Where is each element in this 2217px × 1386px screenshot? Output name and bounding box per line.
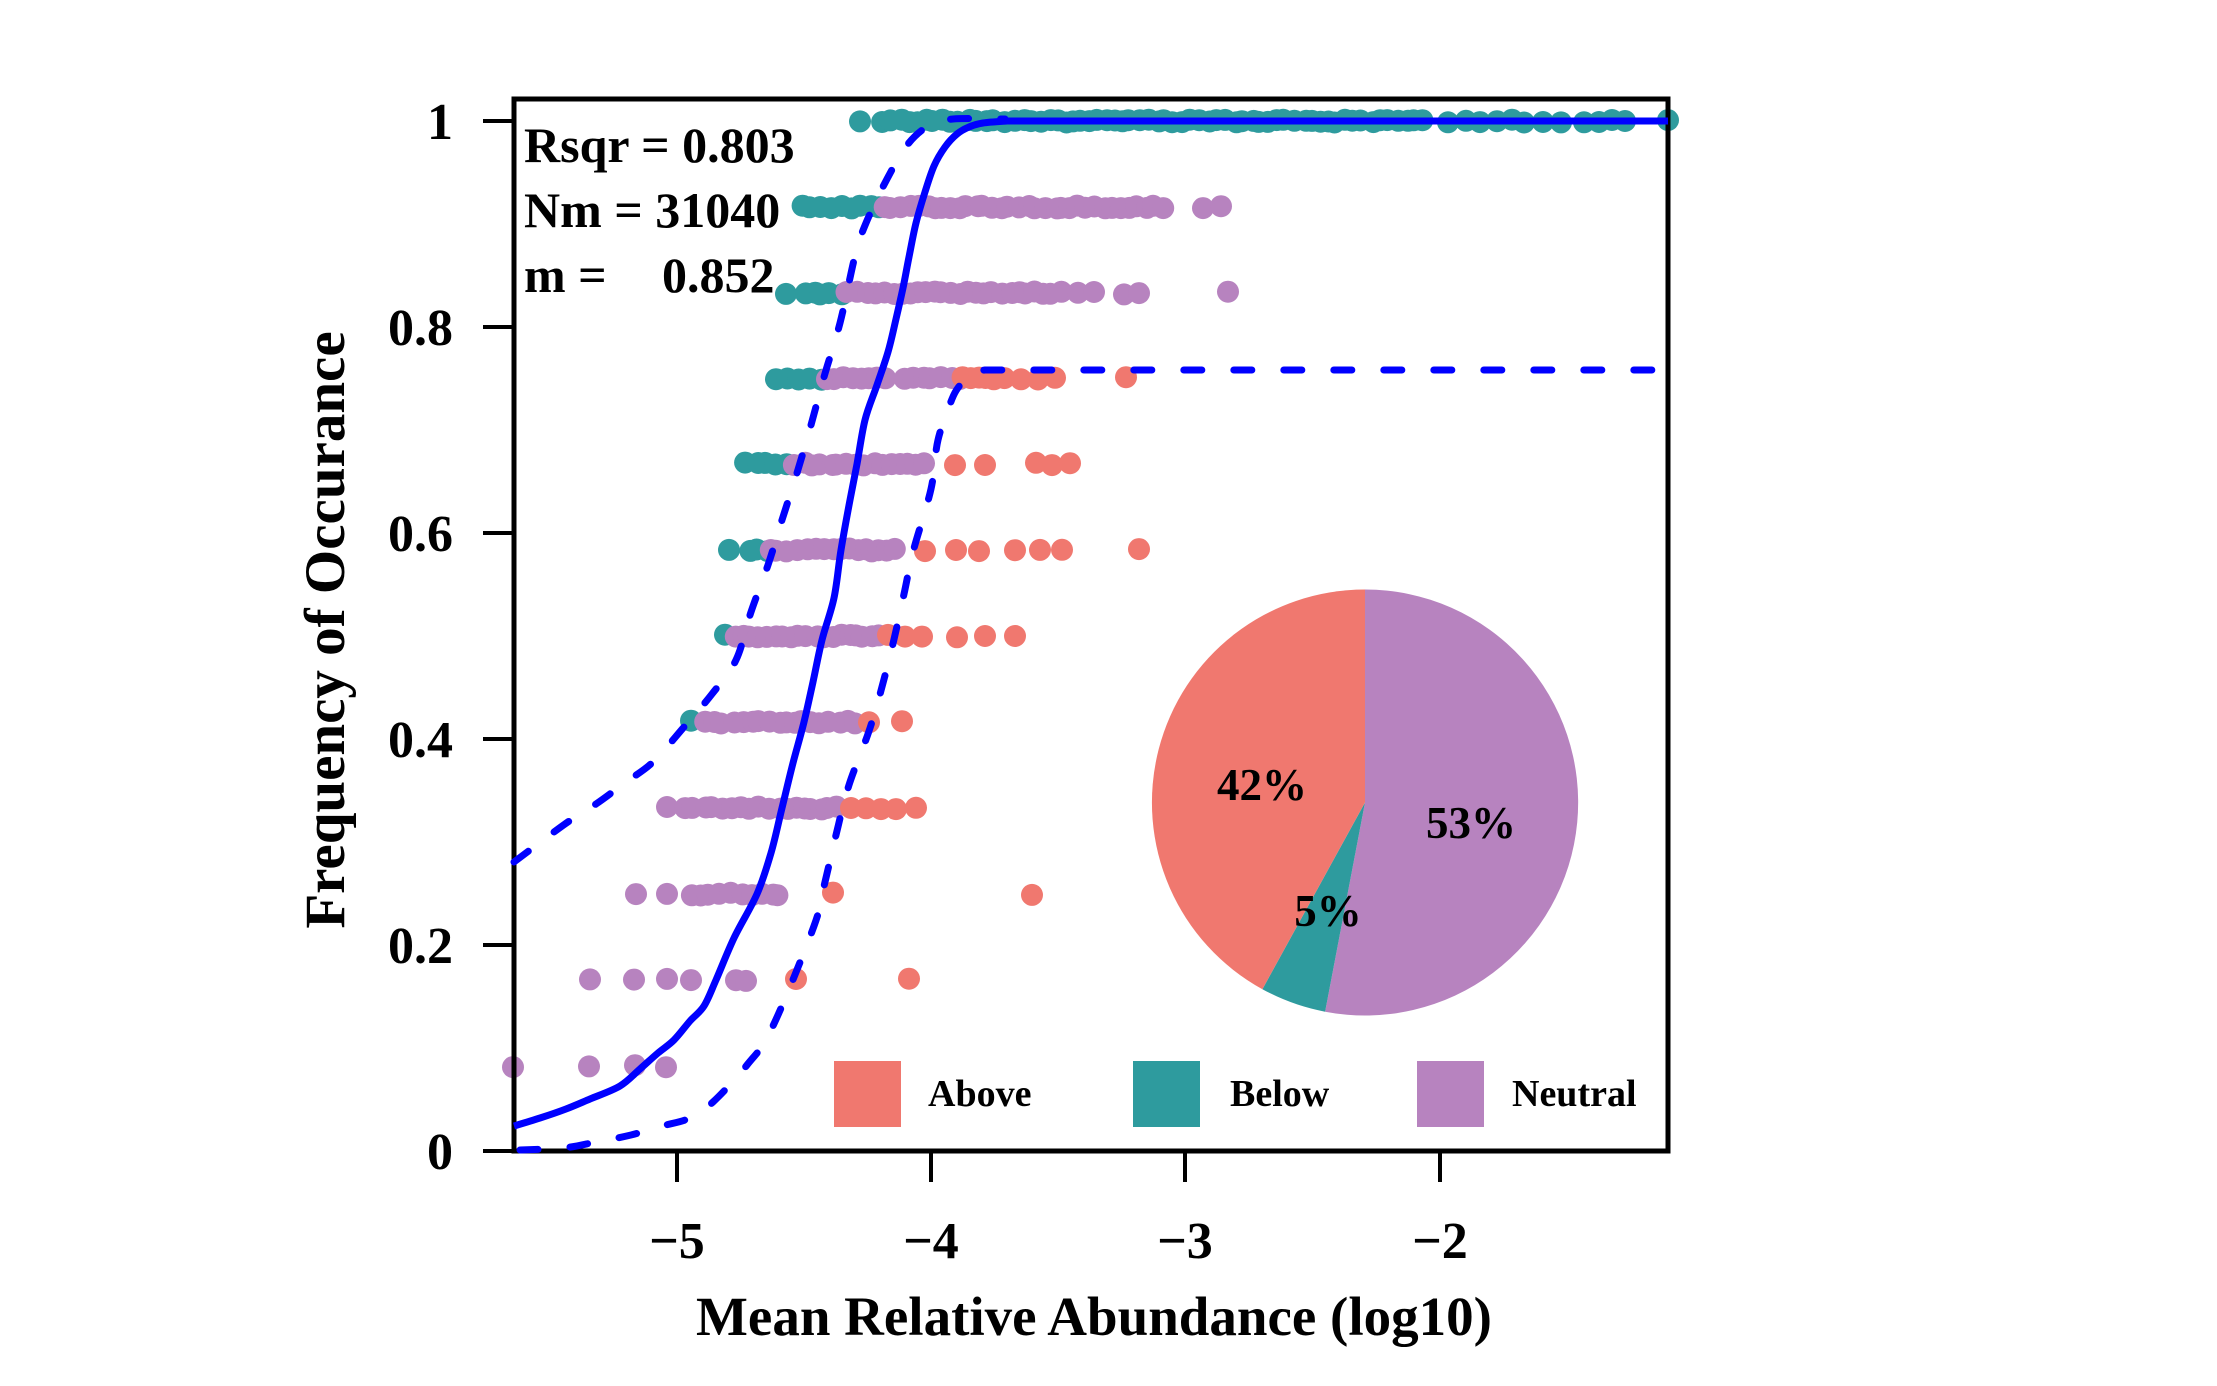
svg-text:0.8: 0.8 [388, 300, 453, 357]
svg-text:Rsqr = 0.803: Rsqr = 0.803 [524, 117, 795, 173]
svg-text:0: 0 [427, 1124, 453, 1181]
svg-text:−5: −5 [649, 1213, 705, 1270]
svg-text:−2: −2 [1412, 1213, 1468, 1270]
svg-text:0.2: 0.2 [388, 918, 453, 975]
svg-text:−3: −3 [1157, 1213, 1213, 1270]
svg-text:Nm = 31040: Nm = 31040 [524, 182, 780, 238]
svg-text:Neutral: Neutral [1512, 1073, 1637, 1115]
svg-text:5%: 5% [1294, 886, 1362, 936]
svg-text:53%: 53% [1426, 798, 1516, 848]
svg-text:m =: m = [524, 247, 607, 303]
svg-text:−4: −4 [903, 1213, 959, 1270]
svg-text:0.6: 0.6 [388, 506, 453, 563]
svg-text:Mean Relative Abundance (log10: Mean Relative Abundance (log10) [696, 1286, 1492, 1347]
svg-text:1: 1 [427, 94, 453, 151]
svg-text:0.4: 0.4 [388, 712, 453, 769]
svg-text:0.852: 0.852 [662, 247, 775, 303]
svg-text:42%: 42% [1217, 760, 1307, 810]
svg-text:Frequency of Occurance: Frequency of Occurance [294, 331, 357, 928]
svg-text:Above: Above [928, 1073, 1031, 1115]
svg-text:Below: Below [1230, 1073, 1330, 1115]
